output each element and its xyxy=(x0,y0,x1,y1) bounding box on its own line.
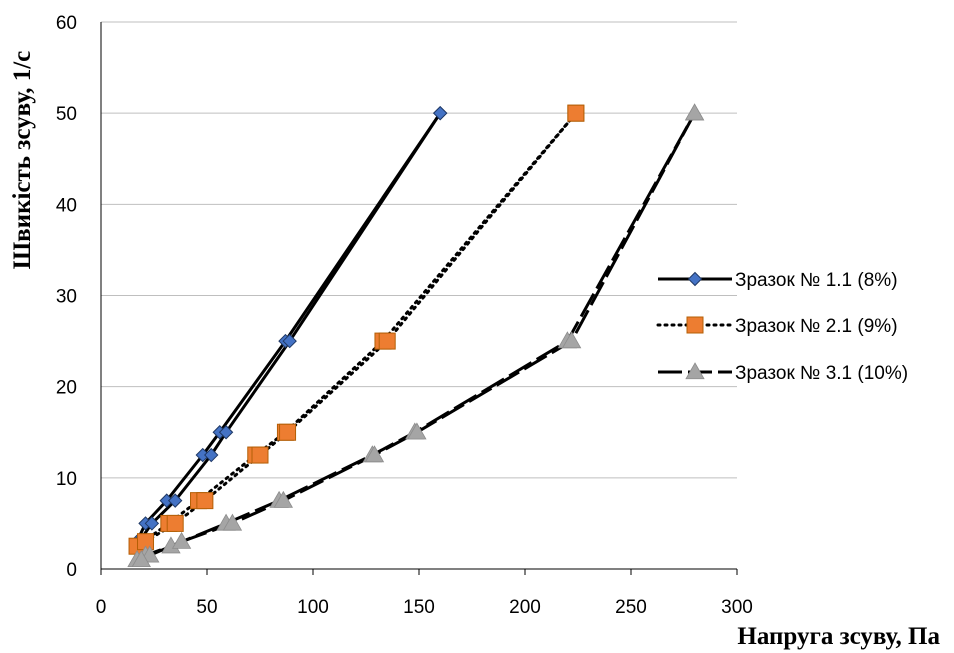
x-axis-title: Напруга зсуву, Па xyxy=(737,623,940,650)
data-point xyxy=(407,422,427,440)
data-point xyxy=(567,104,585,122)
series-3 xyxy=(127,103,705,568)
data-point xyxy=(144,516,160,531)
x-tick-label: 300 xyxy=(721,597,753,618)
data-point xyxy=(204,447,219,463)
data-point xyxy=(279,423,297,441)
y-tick-labels: 0 10 20 30 40 50 60 xyxy=(56,13,77,581)
y-tick-label: 40 xyxy=(56,195,77,216)
y-tick-label: 60 xyxy=(56,13,77,34)
legend-item-2: Зразок № 2.1 (9%) xyxy=(656,316,898,337)
series-group xyxy=(127,103,705,568)
data-point xyxy=(432,105,448,121)
legend-label: Зразок № 2.1 (9%) xyxy=(735,316,898,337)
y-tick-label: 20 xyxy=(56,378,77,399)
data-point xyxy=(273,490,294,508)
series-2 xyxy=(128,104,585,555)
data-point xyxy=(218,425,234,440)
data-point xyxy=(222,513,243,531)
data-point xyxy=(282,333,297,349)
series-line xyxy=(136,112,696,562)
legend-label: Зразок № 3.1 (10%) xyxy=(735,363,908,384)
x-tick-label: 50 xyxy=(196,597,217,618)
x-tick-label: 0 xyxy=(96,597,107,618)
data-point xyxy=(131,550,151,568)
legend-label: Зразок № 1.1 (8%) xyxy=(735,270,898,291)
legend: Зразок № 1.1 (8%) Зразок № 2.1 (9%) Зразок… xyxy=(656,270,908,384)
x-tick-label: 150 xyxy=(403,597,435,618)
legend-item-3: Зразок № 3.1 (10%) xyxy=(658,362,908,384)
data-point xyxy=(686,316,704,334)
y-axis-title: Швикість зсуву, 1/с xyxy=(9,51,36,270)
grid xyxy=(101,21,737,479)
data-point xyxy=(378,332,396,350)
data-point xyxy=(561,331,582,349)
series-1 xyxy=(129,105,448,549)
x-tick-labels: 0 50 100 150 200 250 300 xyxy=(96,597,753,618)
data-point xyxy=(196,492,214,510)
data-point xyxy=(171,531,192,549)
data-point xyxy=(251,446,269,464)
data-point xyxy=(167,493,183,508)
x-tick-label: 100 xyxy=(297,597,329,618)
series-line xyxy=(135,111,578,548)
y-tick-label: 50 xyxy=(56,104,77,125)
data-point xyxy=(687,271,703,287)
x-tick-label: 250 xyxy=(615,597,647,618)
data-point xyxy=(685,362,705,380)
y-tick-label: 0 xyxy=(66,560,77,581)
x-tick-label: 200 xyxy=(509,597,541,618)
series-line xyxy=(140,112,696,562)
y-tick-label: 30 xyxy=(56,287,77,308)
data-point xyxy=(364,445,385,463)
y-tick-label: 10 xyxy=(56,469,77,490)
data-point xyxy=(684,103,705,121)
axes xyxy=(100,22,738,575)
legend-item-1: Зразок № 1.1 (8%) xyxy=(658,270,898,291)
data-point xyxy=(166,514,184,532)
